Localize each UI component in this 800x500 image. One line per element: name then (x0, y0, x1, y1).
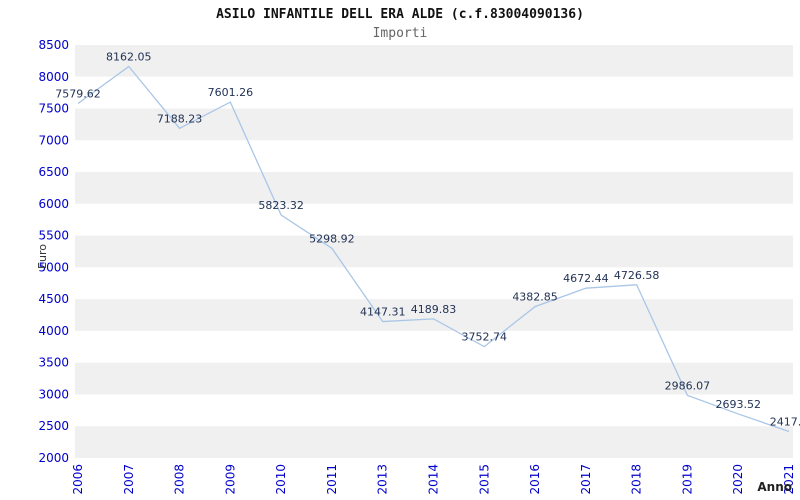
grid-band (75, 235, 793, 268)
data-point-label: 7601.26 (208, 86, 254, 99)
data-line (77, 65, 790, 433)
x-tick-label: 2009 (223, 464, 237, 495)
x-tick-label: 2008 (173, 464, 187, 495)
data-point-label: 5298.92 (309, 232, 355, 245)
y-tick-label: 4500 (38, 292, 69, 306)
x-tick-label: 2021 (782, 464, 796, 495)
grid-band (75, 330, 793, 363)
grid-band (75, 172, 793, 204)
y-tick-label: 5500 (38, 229, 69, 243)
data-point-label: 4147.31 (360, 306, 406, 319)
data-point-label: 2417.4 (770, 415, 800, 428)
chart-title: ASILO INFANTILE DELL ERA ALDE (c.f.83004… (216, 7, 584, 22)
x-tick-label: 2007 (122, 464, 136, 495)
data-point-label: 3752.74 (462, 331, 508, 344)
grid-band (75, 76, 793, 109)
x-tick-label: 2015 (477, 464, 491, 495)
grid-band (75, 203, 793, 236)
y-tick-label: 2000 (38, 451, 69, 465)
x-tick-label: 2010 (274, 464, 288, 495)
data-point-label: 7188.23 (157, 112, 203, 125)
y-tick-label: 8500 (38, 38, 69, 52)
x-tick-label: 2020 (731, 464, 745, 495)
x-tick-label: 2018 (630, 464, 644, 495)
data-point-label: 4189.83 (411, 303, 457, 316)
x-tick-label: 2017 (579, 464, 593, 495)
grid-band (75, 267, 793, 300)
chart-subtitle: Importi (372, 26, 428, 41)
grid-band (75, 362, 793, 395)
y-tick-label: 7500 (38, 102, 69, 116)
x-tick-label: 2016 (528, 464, 542, 495)
grid-band (75, 426, 793, 458)
y-tick-label: 6000 (38, 197, 69, 211)
x-tick-label: 2019 (680, 464, 694, 495)
data-point-label: 5823.32 (258, 199, 304, 212)
grid-band (75, 140, 793, 173)
data-point-label: 4672.44 (563, 272, 609, 285)
y-axis-title: Euro (35, 244, 49, 269)
x-tick-label: 2014 (427, 464, 441, 495)
x-tick-label: 2006 (71, 464, 85, 495)
grid-band (75, 299, 793, 331)
data-point-label: 4382.85 (512, 291, 558, 304)
y-tick-label: 8000 (38, 70, 69, 84)
data-point-label: 2986.07 (665, 379, 711, 392)
y-tick-label: 6500 (38, 165, 69, 179)
x-axis-title: Anno (757, 480, 792, 494)
y-tick-label: 7000 (38, 133, 69, 147)
grid-band (75, 108, 793, 141)
x-tick-label: 2011 (325, 464, 339, 495)
data-point-label: 7579.62 (55, 87, 101, 100)
grid-band (75, 394, 793, 427)
y-tick-label: 3000 (38, 387, 69, 401)
y-tick-label: 3500 (38, 356, 69, 370)
y-tick-label: 2500 (38, 419, 69, 433)
y-tick-label: 5000 (38, 260, 69, 274)
y-tick-label: 4000 (38, 324, 69, 338)
grid-band (75, 45, 793, 77)
data-point-label: 4726.58 (614, 269, 660, 282)
data-point-label: 8162.05 (106, 50, 152, 63)
x-tick-label: 2013 (376, 464, 390, 495)
data-point-label: 2693.52 (715, 398, 761, 411)
